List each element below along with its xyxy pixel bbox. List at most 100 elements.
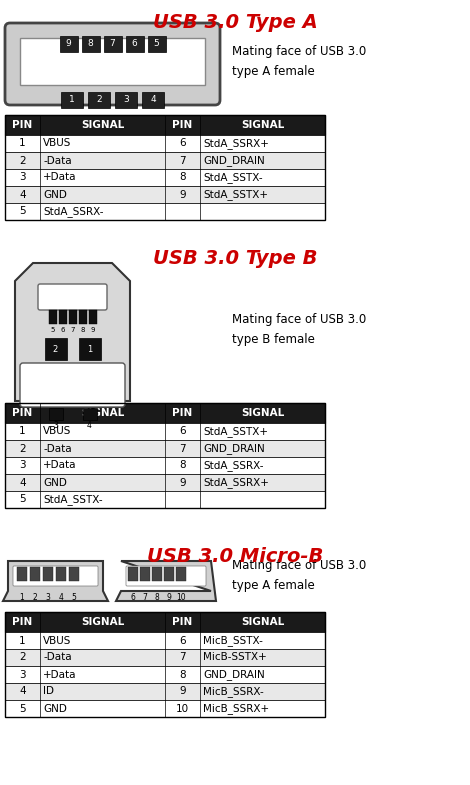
Text: MicB_SSTX-: MicB_SSTX-: [203, 635, 263, 646]
Text: +Data: +Data: [43, 461, 77, 470]
Bar: [5, 457, 325, 474]
Text: 9: 9: [179, 477, 186, 487]
Bar: [5, 115, 325, 135]
Text: SIGNAL: SIGNAL: [241, 617, 284, 627]
Text: 9: 9: [90, 327, 95, 333]
Text: 5: 5: [71, 593, 77, 601]
Text: 1: 1: [19, 138, 26, 148]
Bar: [30, 567, 40, 581]
Text: PIN: PIN: [12, 617, 32, 627]
Bar: [5, 203, 325, 220]
Text: SIGNAL: SIGNAL: [81, 120, 124, 130]
Bar: [148, 36, 165, 52]
Text: GND: GND: [43, 189, 67, 199]
FancyBboxPatch shape: [5, 23, 220, 105]
Text: SIGNAL: SIGNAL: [81, 408, 124, 418]
Bar: [125, 36, 143, 52]
Text: 10: 10: [176, 703, 189, 714]
Bar: [69, 310, 77, 324]
Bar: [5, 491, 325, 508]
Text: 1: 1: [19, 636, 26, 645]
Bar: [142, 92, 164, 108]
Bar: [5, 423, 325, 440]
Bar: [61, 92, 83, 108]
Text: 3: 3: [19, 461, 26, 470]
Text: StdA_SSRX-: StdA_SSRX-: [203, 460, 264, 471]
Text: 7: 7: [70, 327, 75, 333]
Bar: [5, 700, 325, 717]
Text: PIN: PIN: [172, 408, 193, 418]
Text: SIGNAL: SIGNAL: [241, 120, 284, 130]
Bar: [83, 408, 96, 420]
Text: PIN: PIN: [172, 120, 193, 130]
Text: 3: 3: [46, 593, 50, 601]
Bar: [5, 115, 325, 220]
Text: VBUS: VBUS: [43, 138, 71, 148]
Text: MicB_SSRX+: MicB_SSRX+: [203, 703, 269, 714]
Text: 5: 5: [154, 39, 159, 49]
Bar: [103, 36, 122, 52]
Text: GND_DRAIN: GND_DRAIN: [203, 443, 265, 454]
Text: PIN: PIN: [12, 120, 32, 130]
Text: 4: 4: [150, 96, 156, 104]
Bar: [48, 310, 56, 324]
Text: 9: 9: [66, 39, 71, 49]
Text: 2: 2: [96, 96, 102, 104]
Text: 8: 8: [80, 327, 85, 333]
Text: +Data: +Data: [43, 173, 77, 182]
Text: 3: 3: [53, 422, 58, 430]
Text: 5: 5: [50, 327, 55, 333]
Text: GND: GND: [43, 703, 67, 714]
Bar: [20, 38, 205, 85]
Bar: [5, 612, 325, 632]
Text: 8: 8: [179, 461, 186, 470]
Text: StdA_SSTX-: StdA_SSTX-: [43, 494, 102, 505]
Bar: [5, 186, 325, 203]
Text: 5: 5: [19, 703, 26, 714]
Bar: [69, 567, 79, 581]
Text: 8: 8: [87, 39, 94, 49]
Bar: [58, 310, 66, 324]
Text: StdA_SSRX+: StdA_SSRX+: [203, 138, 269, 149]
Text: 4: 4: [59, 593, 63, 601]
Text: StdA_SSRX-: StdA_SSRX-: [43, 206, 103, 217]
Bar: [88, 310, 96, 324]
Text: 4: 4: [87, 422, 92, 430]
Text: 4: 4: [19, 477, 26, 487]
Polygon shape: [15, 263, 130, 401]
Text: 2: 2: [19, 155, 26, 166]
Text: StdA_SSTX+: StdA_SSTX+: [203, 189, 268, 200]
Bar: [164, 567, 174, 581]
FancyBboxPatch shape: [126, 566, 206, 586]
Bar: [140, 567, 150, 581]
Text: 6: 6: [179, 138, 186, 148]
Bar: [5, 152, 325, 169]
Text: 8: 8: [155, 593, 159, 601]
Bar: [78, 310, 86, 324]
Text: -Data: -Data: [43, 155, 71, 166]
Text: 7: 7: [142, 593, 148, 601]
Bar: [78, 338, 101, 360]
Bar: [5, 666, 325, 683]
Bar: [17, 567, 27, 581]
Polygon shape: [116, 561, 216, 601]
Text: 7: 7: [179, 444, 186, 454]
Text: ID: ID: [43, 687, 54, 696]
Text: 6: 6: [132, 39, 137, 49]
Text: 7: 7: [179, 652, 186, 663]
Text: 7: 7: [179, 155, 186, 166]
Bar: [5, 632, 325, 649]
Bar: [5, 169, 325, 186]
Text: 4: 4: [19, 687, 26, 696]
Bar: [115, 92, 137, 108]
Text: 5: 5: [19, 495, 26, 505]
Bar: [5, 403, 325, 508]
Text: 2: 2: [19, 652, 26, 663]
FancyBboxPatch shape: [38, 284, 107, 310]
Text: USB 3.0 Type A: USB 3.0 Type A: [153, 13, 317, 32]
Bar: [176, 567, 186, 581]
Bar: [5, 474, 325, 491]
Text: VBUS: VBUS: [43, 636, 71, 645]
Text: 8: 8: [179, 670, 186, 680]
Bar: [81, 36, 100, 52]
